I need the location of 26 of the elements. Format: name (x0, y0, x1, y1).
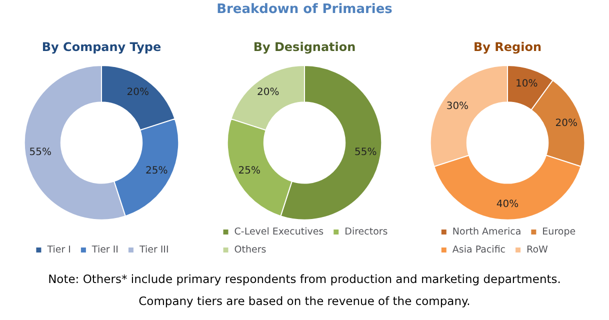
data-label: 10% (516, 78, 538, 90)
legend-label: North America (452, 226, 522, 238)
data-label: 55% (354, 146, 377, 158)
legend-label: RoW (526, 244, 549, 256)
chart-title: By Company Type (42, 40, 162, 54)
data-label: 20% (257, 87, 280, 98)
legend-label: C-Level Executives (234, 226, 324, 238)
legend-label: Directors (344, 226, 388, 238)
legend-label: Tier I (46, 244, 71, 256)
legend-label: Others (234, 244, 266, 256)
data-label: 20% (126, 87, 149, 98)
data-label: 20% (555, 118, 578, 130)
data-label: 40% (496, 199, 519, 210)
data-label: 30% (446, 100, 469, 112)
data-label: 25% (146, 165, 168, 176)
legend-label: Europe (542, 226, 576, 238)
data-label: 55% (29, 146, 52, 158)
text: Note: Others* include primary respondents from production and marketing departments. (47, 272, 562, 286)
legend-label: Tier II (90, 244, 118, 256)
legend-label: Tier III (138, 244, 169, 256)
chart-title: By Designation (253, 40, 356, 54)
chart-title: By Region (473, 40, 542, 54)
legend-label: Asia Pacific (452, 244, 506, 256)
text: Company tiers are based on the revenue of the company. (138, 294, 472, 308)
data-label: 25% (238, 165, 260, 176)
text: Breakdown of Primaries (216, 2, 394, 17)
